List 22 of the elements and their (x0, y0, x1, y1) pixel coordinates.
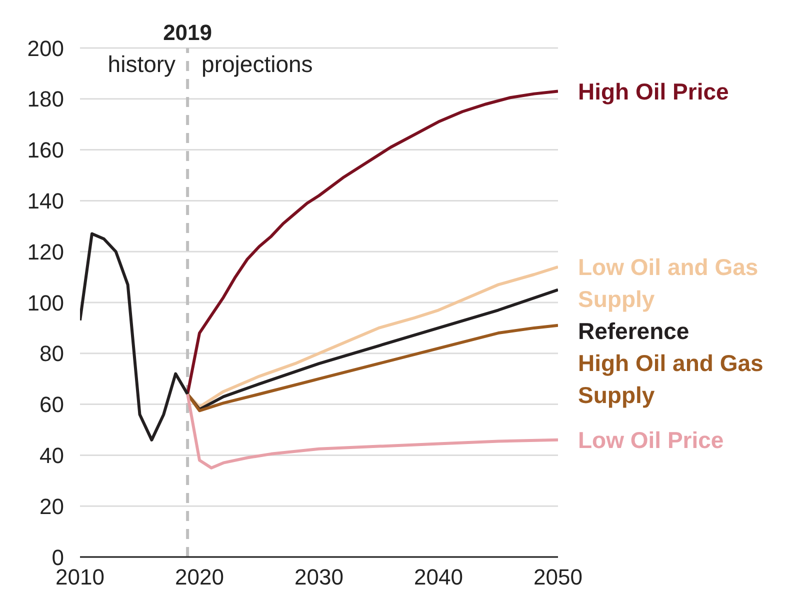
series-label: Reference (578, 318, 690, 344)
x-tick-label: 2020 (175, 564, 224, 590)
y-tick-label: 20 (40, 494, 64, 519)
x-tick-label: 2040 (414, 564, 463, 590)
y-tick-label: 40 (40, 443, 64, 468)
series-label: Low Oil Price (578, 426, 724, 453)
y-tick-label: 160 (27, 138, 64, 163)
annotation: projections (202, 51, 313, 77)
annotation: history (108, 51, 176, 77)
y-tick-label: 80 (40, 341, 64, 366)
y-tick-label: 140 (27, 188, 64, 214)
y-tick-label: 60 (40, 392, 64, 418)
x-tick-label: 2050 (534, 564, 582, 590)
x-tick-label: 2030 (294, 564, 344, 590)
y-tick-label: 100 (27, 290, 64, 316)
y-tick-label: 120 (27, 239, 64, 264)
series-label: High Oil and Gas Supply (578, 350, 764, 408)
series-label: Low Oil and Gas Supply (578, 254, 758, 312)
y-tick-label: 180 (27, 86, 64, 112)
ref-line-label: 2019 (163, 20, 212, 45)
y-tick-label: 200 (27, 36, 64, 61)
series-label: High Oil Price (578, 78, 729, 104)
